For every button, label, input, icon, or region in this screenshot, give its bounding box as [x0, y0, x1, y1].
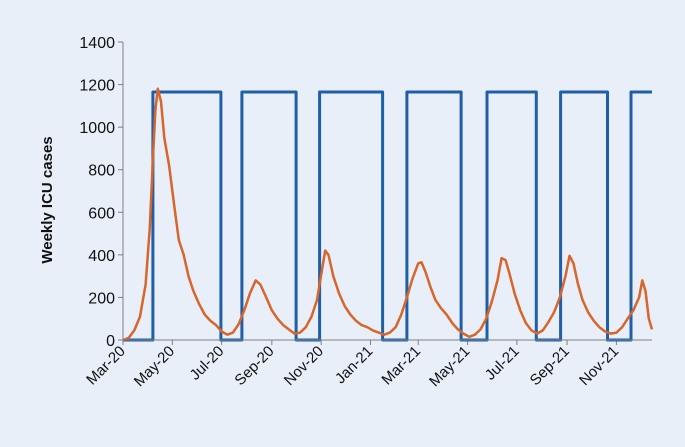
y-tick-label: 1000 [79, 120, 115, 137]
y-axis-label: Weekly ICU cases [39, 136, 56, 263]
y-tick-label: 0 [106, 333, 115, 350]
x-tick-label: May-20 [131, 343, 178, 390]
series-lines [122, 87, 654, 342]
x-tick-label: Nov-21 [576, 343, 622, 389]
x-tick-label: Mar-21 [378, 343, 424, 389]
y-tick-label: 1400 [79, 35, 115, 52]
series-line-step [123, 90, 652, 342]
x-tick-label: Jul-21 [482, 343, 523, 384]
series-line-icu-cases [122, 87, 654, 342]
y-tick-label: 200 [88, 290, 115, 307]
x-tick-label: Sep-21 [527, 343, 573, 389]
x-tick-label: May-21 [426, 343, 473, 390]
x-axis-ticks: Mar-20 May-20 Jul-20 Sep-20 Nov-20 Jan-21 Mar-… [83, 340, 622, 390]
x-tick-label: Sep-20 [231, 343, 277, 389]
y-tick-label: 1200 [79, 78, 115, 95]
y-tick-label: 800 [88, 163, 115, 180]
x-tick-label: Jul-20 [187, 343, 228, 384]
x-tick-label: Jan-21 [332, 343, 376, 387]
x-tick-label: Nov-20 [281, 343, 327, 389]
y-tick-label: 600 [88, 205, 115, 222]
y-tick-label: 400 [88, 248, 115, 265]
y-axis-ticks: 0 200 400 600 800 1000 1200 1400 [79, 35, 123, 350]
